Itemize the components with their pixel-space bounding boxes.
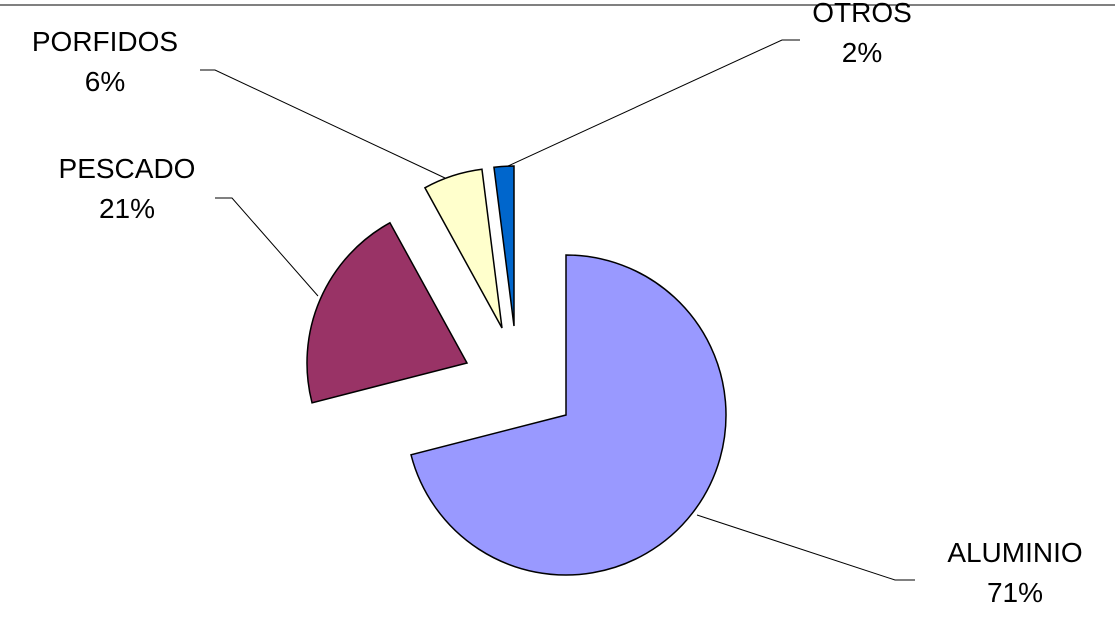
slice-value-label: 6%: [85, 66, 125, 97]
slice-value-label: 21%: [99, 193, 155, 224]
pie: [306, 165, 727, 576]
labels: ALUMINIO 71% PESCADO 21% PORFIDOS 6% OTROS 2%: [32, 0, 1083, 608]
pie-slice: [306, 221, 469, 404]
leader-line: [696, 514, 915, 581]
leader-line: [215, 197, 319, 297]
slice-label: PESCADO: [59, 153, 196, 184]
slice-label: OTROS: [812, 0, 912, 28]
slice-label: ALUMINIO: [947, 537, 1082, 568]
slice-value-label: 2%: [842, 37, 882, 68]
pie-slice: [423, 168, 503, 329]
leader-line: [507, 39, 800, 167]
slice-value-label: 71%: [987, 577, 1043, 608]
pie-slice: [493, 165, 515, 327]
pie-slice: [410, 254, 727, 576]
slice-label: PORFIDOS: [32, 26, 178, 57]
leader-line: [200, 69, 446, 179]
